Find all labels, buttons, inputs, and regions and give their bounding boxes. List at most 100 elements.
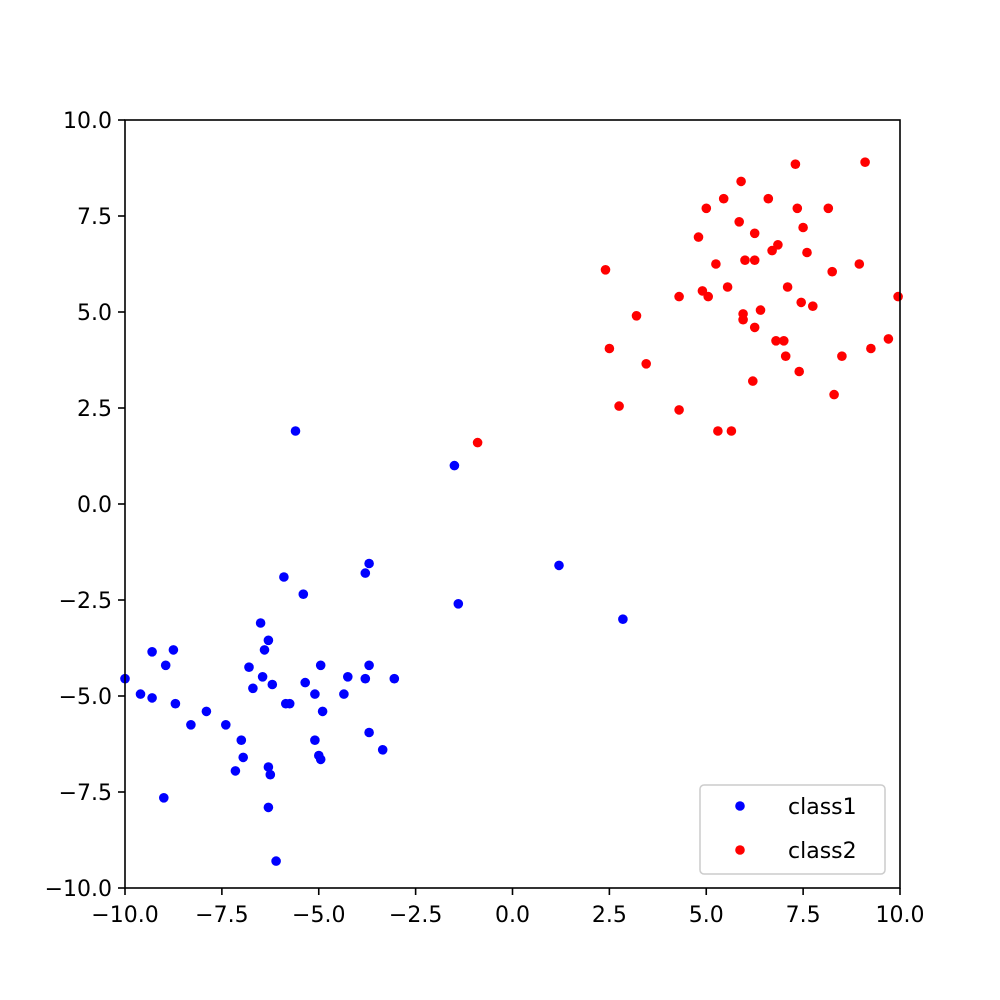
point-class2-41 — [641, 359, 651, 369]
point-class1-5 — [364, 558, 374, 569]
point-class1-44 — [230, 766, 241, 776]
point-class2-1 — [790, 159, 801, 169]
legend: class1 class2 — [699, 784, 886, 875]
point-class1-32 — [186, 720, 196, 730]
x-tick-label: −5.0 — [292, 903, 345, 928]
point-class2-46 — [674, 405, 684, 415]
point-class1-17 — [248, 683, 258, 694]
point-class1-8 — [298, 589, 309, 599]
point-class2-4 — [763, 193, 774, 204]
y-tick-label: −5.0 — [59, 685, 112, 710]
point-class1-16 — [257, 672, 268, 682]
point-class1-13 — [168, 645, 179, 655]
point-class2-38 — [866, 343, 876, 354]
point-class2-11 — [693, 232, 704, 242]
point-class1-31 — [201, 706, 212, 717]
point-class2-48 — [726, 426, 737, 436]
point-class2-45 — [614, 401, 624, 411]
point-class2-34 — [771, 336, 781, 346]
point-class2-39 — [780, 351, 791, 362]
point-class1-39 — [310, 735, 320, 745]
point-class2-42 — [794, 366, 804, 377]
x-tick-label: 2.5 — [592, 903, 627, 928]
point-class1-23 — [360, 673, 371, 684]
y-tick-label: 7.5 — [77, 205, 112, 230]
point-class2-9 — [798, 222, 808, 233]
point-class1-40 — [238, 752, 248, 763]
legend-marker-class1 — [735, 801, 745, 811]
y-tick-label: −7.5 — [59, 781, 112, 806]
point-class1-0 — [290, 426, 301, 436]
x-tick-label: −2.5 — [389, 903, 442, 928]
point-class2-6 — [792, 203, 803, 214]
point-class2-40 — [837, 351, 847, 362]
point-class1-45 — [263, 762, 274, 772]
point-class1-29 — [147, 693, 157, 703]
point-class1-6 — [360, 568, 371, 578]
point-class1-2 — [453, 599, 464, 609]
point-class2-13 — [767, 245, 777, 256]
point-class1-11 — [259, 645, 270, 655]
point-class1-28 — [135, 689, 146, 699]
point-class1-3 — [554, 560, 564, 571]
point-class2-0 — [860, 157, 870, 167]
y-tick-label: 5.0 — [77, 301, 112, 326]
legend-label-class1: class1 — [788, 795, 857, 820]
legend-marker-class2 — [735, 845, 745, 855]
point-class1-14 — [160, 660, 171, 671]
plot-marks — [120, 157, 903, 866]
point-class2-10 — [749, 228, 760, 239]
point-class1-46 — [265, 769, 276, 780]
point-class2-29 — [755, 305, 766, 315]
point-class1-20 — [315, 660, 326, 671]
point-class2-27 — [796, 297, 806, 308]
point-class2-20 — [827, 266, 837, 277]
point-class2-24 — [674, 291, 684, 302]
x-tick-label: 10.0 — [876, 903, 925, 928]
x-axis: −10.0 −7.5 −5.0 −2.5 0.0 2.5 5.0 7.5 10.0 — [91, 888, 924, 928]
point-class1-25 — [339, 689, 349, 699]
point-class1-37 — [364, 727, 374, 738]
point-class1-47 — [159, 793, 169, 803]
point-class2-17 — [711, 259, 721, 269]
point-class2-33 — [749, 322, 760, 333]
point-class2-28 — [808, 301, 818, 312]
point-class2-31 — [631, 311, 642, 321]
point-class1-36 — [317, 706, 328, 717]
point-class2-49 — [472, 437, 483, 448]
point-class1-24 — [389, 673, 400, 684]
point-class1-42 — [315, 754, 326, 765]
x-tick-label: 7.5 — [786, 903, 821, 928]
point-class1-38 — [236, 735, 247, 745]
point-class2-7 — [823, 203, 834, 214]
y-axis: −10.0 −7.5 −5.0 −2.5 0.0 2.5 5.0 7.5 10.0 — [45, 109, 125, 902]
y-tick-label: −2.5 — [59, 589, 112, 614]
point-class2-14 — [802, 247, 812, 258]
point-class1-1 — [449, 460, 460, 471]
point-class1-7 — [279, 572, 289, 582]
point-class1-9 — [255, 618, 266, 628]
point-class2-35 — [779, 336, 789, 346]
point-class2-25 — [703, 291, 713, 302]
point-class2-37 — [604, 343, 615, 354]
x-tick-label: −10.0 — [91, 903, 158, 928]
point-class1-26 — [310, 689, 320, 699]
point-class2-18 — [854, 259, 865, 269]
x-tick-label: −7.5 — [195, 903, 248, 928]
point-class1-33 — [221, 720, 231, 730]
point-class2-5 — [701, 203, 712, 214]
point-class2-21 — [722, 282, 733, 292]
point-class2-47 — [713, 426, 723, 436]
point-class1-49 — [271, 856, 281, 866]
point-class1-30 — [170, 698, 181, 709]
y-tick-label: −10.0 — [45, 877, 112, 902]
point-class1-21 — [343, 672, 353, 682]
point-class2-15 — [740, 255, 750, 265]
x-tick-label: 0.0 — [495, 903, 530, 928]
x-tick-label: 5.0 — [689, 903, 724, 928]
point-class1-15 — [244, 662, 254, 672]
point-class1-22 — [364, 660, 374, 671]
point-class2-2 — [736, 176, 746, 187]
legend-label-class2: class2 — [788, 839, 857, 864]
